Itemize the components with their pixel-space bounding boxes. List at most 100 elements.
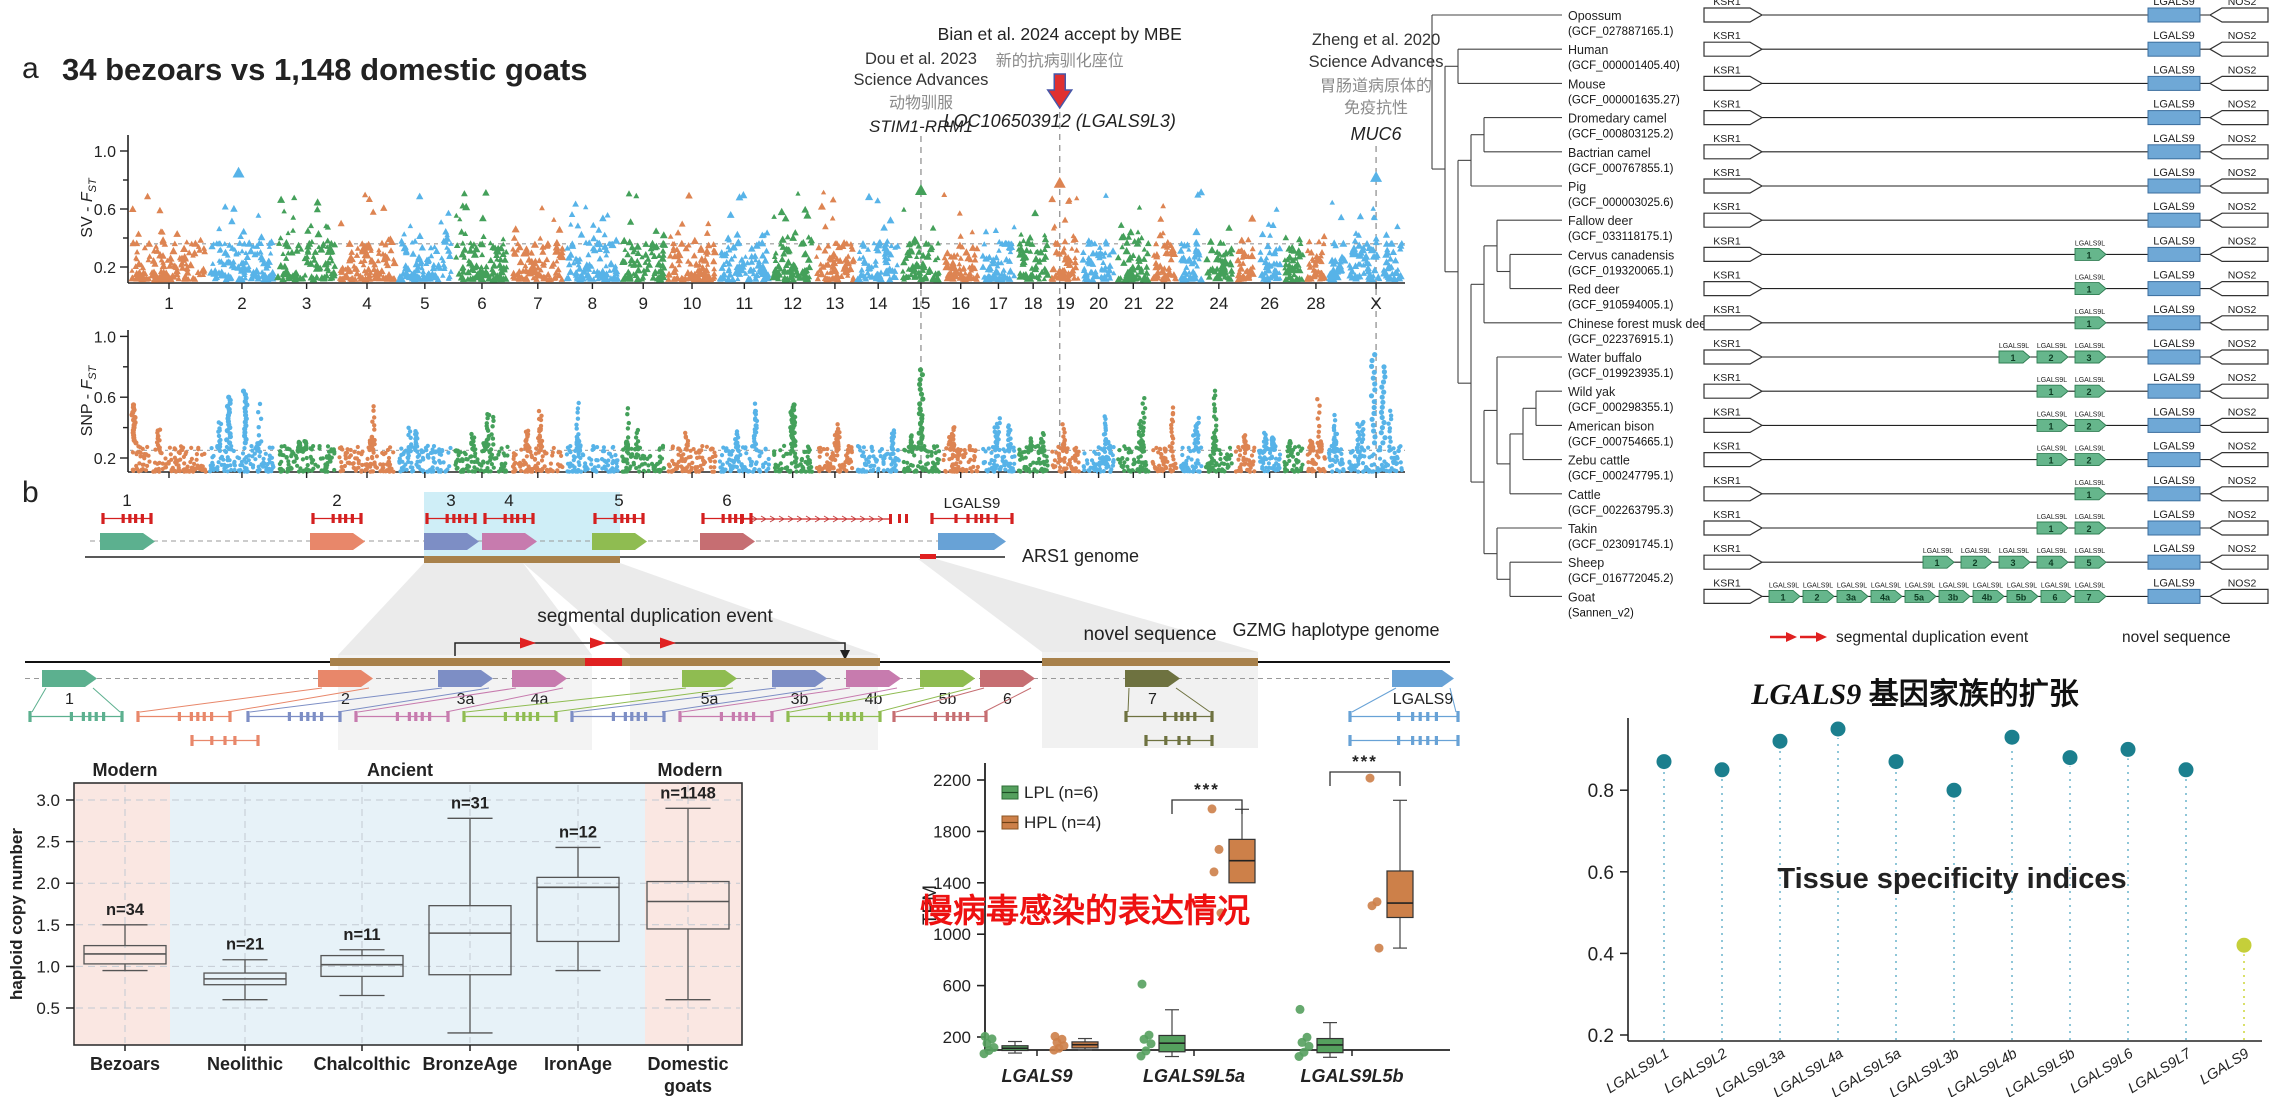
exon-block (522, 712, 526, 721)
lgals9-box (2147, 588, 2201, 604)
fan-line (681, 687, 851, 713)
species-name: Human (1568, 43, 1608, 57)
lgals9l-copy-number: 5a (1914, 592, 1925, 602)
lgals9l-copy-number: 1 (2086, 319, 2091, 329)
exon-block (636, 712, 640, 721)
lgals9l-copy-arrow (2074, 247, 2107, 261)
exon-block (721, 514, 725, 523)
lgals9l-copy-arrow (2036, 453, 2069, 467)
y-tick-label: 2200 (933, 771, 971, 790)
exon-block (827, 712, 831, 721)
lgals9l-copy-genelabel: LGALS9L (2037, 514, 2067, 521)
dup-bracket (454, 642, 846, 656)
ars1-gene-arrow (592, 533, 647, 550)
species-accession: (GCF_000754665.1) (1568, 436, 1674, 448)
lgals9l-copy-number: 2 (2086, 421, 2091, 431)
lgals9l-copy-genelabel: LGALS9L (2075, 514, 2105, 521)
fan-line (337, 687, 490, 713)
lgals9l-copy-genelabel: LGALS9L (2075, 582, 2105, 589)
tissue-specificity-lollipop: 0.20.40.60.8LGALS9L1LGALS9L2LGALS9L3aLGA… (1588, 718, 2262, 1097)
ksr1-arrow (1703, 383, 1764, 399)
lollipop-category-label: LGALS9L1 (1603, 1046, 1672, 1097)
y-tick-label: 0.6 (94, 390, 116, 407)
chromosome-label: 28 (1306, 294, 1325, 313)
ksr1-arrow (1703, 281, 1764, 297)
exon-block (1193, 712, 1197, 721)
exon-block (626, 514, 630, 523)
exon-block (966, 514, 970, 523)
species-accession: (GCF_000803125.2) (1568, 129, 1674, 141)
lollipop-dot (1888, 754, 1904, 770)
species-accession: (GCF_027887165.1) (1568, 26, 1674, 38)
sample-size-label: n=11 (343, 926, 380, 944)
exon-block (860, 712, 864, 721)
chromosome-label: 9 (638, 294, 647, 313)
ksr1-label: KSR1 (1713, 99, 1741, 111)
exon-block (1177, 736, 1181, 745)
exon-block (1187, 736, 1191, 745)
lgals9-label: LGALS9 (2153, 543, 2195, 555)
ars1-gene-arrow (482, 533, 537, 550)
lgals9l-copy-arrow (1870, 589, 1903, 603)
gzmg-gene-arrow (1125, 670, 1180, 687)
lgals9-box (2147, 315, 2201, 331)
lollipop-dot (1656, 754, 1672, 770)
species-name: Opossum (1568, 9, 1622, 23)
exon-block (980, 514, 984, 523)
exon-block (210, 712, 214, 721)
exon-block (256, 735, 260, 746)
y-tick-label: 0.6 (1588, 863, 1614, 884)
ars1-gene-arrow (100, 533, 155, 550)
ars1-lgals9-arrow (938, 533, 1006, 550)
lgals9l-copy-arrow (1998, 555, 2031, 569)
hpl-dot (1207, 804, 1217, 814)
species-name: Wild yak (1568, 385, 1616, 399)
species-name: Takin (1568, 522, 1597, 536)
lollipop-dot (2236, 937, 2252, 953)
exon-block (338, 711, 342, 722)
species-accession: (GCF_033118175.1) (1568, 231, 1673, 243)
panel-a-title: 34 bezoars vs 1,148 domestic goats (62, 52, 588, 87)
exon-block (644, 712, 648, 721)
lpl-dot (979, 1049, 989, 1059)
lgals9l-copy-arrow (1938, 589, 1971, 603)
fan-line (1175, 687, 1211, 713)
rect (898, 514, 901, 523)
species-name: Mouse (1568, 77, 1606, 91)
zheng-journal: Science Advances (1309, 53, 1444, 71)
ksr1-label: KSR1 (1713, 270, 1741, 282)
lgals9l-copy-arrow (2036, 521, 2069, 535)
lgals9l-copy-arrow (1960, 555, 1993, 569)
ksr1-label: KSR1 (1713, 0, 1741, 8)
lgals9-box (2147, 281, 2201, 297)
exon-block (458, 514, 462, 523)
footer-dup-arrow-icon (1816, 632, 1827, 642)
lgals9-box (2147, 246, 2201, 262)
nos2-arrow (2208, 349, 2269, 365)
exon-block (744, 712, 748, 721)
exon-block (1210, 735, 1214, 746)
exon-block (1124, 711, 1128, 722)
ksr1-arrow (1703, 75, 1764, 92)
gzmg-gene-arrow (1392, 670, 1454, 687)
sample-size-label: n=31 (451, 794, 489, 812)
species-accession: (GCF_023091745.1) (1568, 539, 1674, 551)
nos2-label: NOS2 (2228, 201, 2257, 213)
lgals9-box (2147, 383, 2201, 399)
gzmg-gene-arrow (682, 670, 737, 687)
nos2-arrow (2208, 281, 2269, 297)
species-accession: (GCF_002263795.3) (1568, 505, 1674, 517)
exon-block (1348, 735, 1352, 746)
lgals9l-copy-arrow (2074, 418, 2107, 432)
legend-label-hpl: HPL (n=4) (1024, 813, 1101, 832)
gzmg-gene-arrow (512, 670, 567, 687)
intron-chevron (850, 515, 857, 523)
gzmg-gene-arrow (772, 670, 827, 687)
lgals9-box (2147, 349, 2201, 365)
lgals9l-copy-genelabel: LGALS9L (1837, 582, 1867, 589)
ars1-gene-number: 3 (446, 491, 455, 510)
exon-block (531, 513, 535, 524)
exon-block (528, 712, 532, 721)
lgals9l-copy-number: 7 (2086, 592, 2091, 602)
